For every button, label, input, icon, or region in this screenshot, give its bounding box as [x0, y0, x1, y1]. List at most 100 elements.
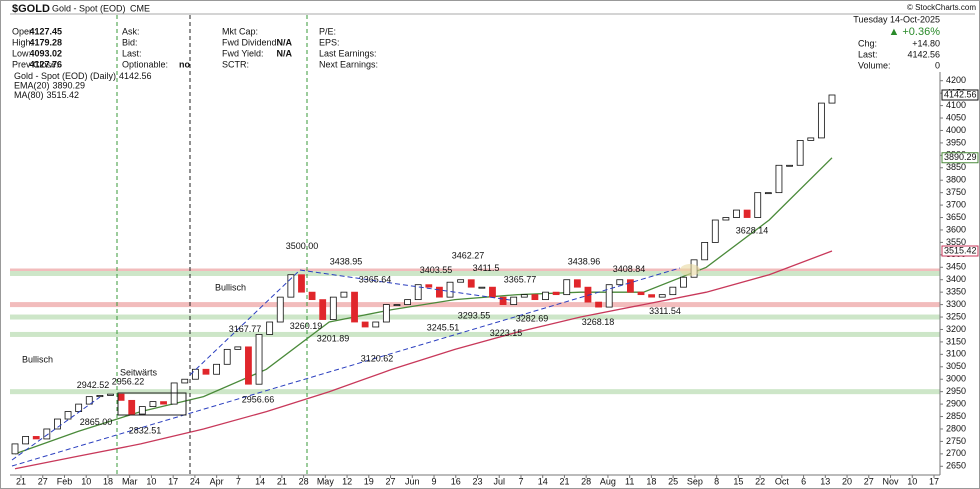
candle-body	[298, 274, 305, 293]
candle-body	[637, 291, 645, 296]
candle-body	[361, 321, 369, 328]
y-tick-label: 4200	[946, 75, 966, 85]
y-tick-label: 3600	[946, 224, 966, 234]
x-tick-label: 13	[820, 476, 830, 486]
y-tick-label: 3250	[946, 311, 966, 321]
candle-body	[457, 279, 465, 283]
price-label: 3438.96	[568, 256, 601, 266]
value-badge	[941, 245, 979, 257]
price-label: 3403.55	[420, 265, 453, 275]
trend-line	[11, 267, 681, 467]
x-tick-label: Sep	[687, 476, 703, 486]
field-value: 0	[935, 60, 940, 70]
field-label: Open:	[12, 26, 37, 36]
price-label: 2832.51	[129, 425, 162, 435]
price-label: 2956.66	[242, 394, 275, 404]
field-label: Bid:	[122, 37, 138, 47]
field-label: Last:	[858, 49, 878, 59]
candle-body	[701, 242, 709, 261]
legend-entry: MA(80) 3515.42	[14, 90, 79, 100]
y-tick-label: 4000	[946, 125, 966, 135]
candle-body	[43, 428, 51, 440]
candle-body	[160, 401, 167, 405]
trend-line	[299, 269, 511, 301]
candle-body	[446, 281, 454, 298]
x-tick-label: Jun	[405, 476, 420, 486]
candle-body	[276, 296, 284, 323]
candle-body	[828, 94, 836, 104]
candle-body	[680, 276, 687, 288]
value-badge-label: 3515.42	[944, 245, 977, 255]
x-tick-label: 10	[907, 476, 917, 486]
legend-entry: Gold - Spot (EOD) (Daily) 4142.56	[14, 71, 152, 81]
x-tick-label: 27	[386, 476, 396, 486]
candle-body	[754, 192, 762, 218]
y-tick-label: 4050	[946, 112, 966, 122]
y-tick-label: 3100	[946, 349, 966, 359]
x-tick-label: 21	[16, 476, 26, 486]
legend-name: Gold - Spot (EOD) (Daily)	[14, 71, 116, 81]
y-tick-label: 2850	[946, 411, 966, 421]
x-tick-label: 15	[733, 476, 743, 486]
candle-body	[627, 279, 634, 293]
candle-body	[11, 443, 19, 455]
price-label: 3500.00	[286, 241, 319, 251]
candle-body	[467, 279, 475, 288]
y-tick-label: 3750	[946, 187, 966, 197]
candle-body	[669, 286, 677, 296]
candle-body	[75, 403, 83, 412]
header: $GOLD Gold - Spot (EOD) CME © StockChart…	[10, 3, 976, 38]
candle-body	[213, 363, 220, 375]
field-label: Prev Close:	[12, 59, 59, 69]
candle-body	[32, 436, 40, 440]
candle-body	[817, 102, 825, 139]
price-label: 3268.18	[582, 317, 615, 327]
field-label: Volume:	[858, 60, 891, 70]
candle-body	[287, 274, 295, 298]
candle-body	[308, 291, 316, 301]
candle-body	[648, 294, 656, 298]
legend-name: MA(80)	[14, 90, 44, 100]
field-label: SCTR:	[222, 59, 249, 69]
candle-body	[510, 296, 518, 305]
y-tick-label: 2650	[946, 461, 966, 471]
plot	[10, 94, 940, 470]
indicator-line	[14, 250, 833, 470]
annotation: Bullisch	[22, 354, 53, 364]
value-badge	[941, 152, 979, 164]
y-tick-label: 3050	[946, 361, 966, 371]
candle-body	[319, 299, 327, 320]
candle-body	[616, 279, 624, 286]
candle-body	[234, 346, 242, 350]
x-tick-label: 6	[801, 476, 806, 486]
price-label: 3260.19	[290, 321, 323, 331]
trend-line	[11, 396, 101, 461]
range-box	[117, 392, 187, 416]
legend-value: 4142.56	[119, 71, 152, 81]
field-label: Low:	[12, 48, 31, 58]
trend-line	[189, 269, 301, 376]
y-tick-label: 3150	[946, 336, 966, 346]
candle-body	[595, 301, 602, 308]
y-tick-label: 3800	[946, 175, 966, 185]
x-tick-label: Jul	[493, 476, 505, 486]
x-tick-label: Nov	[883, 476, 900, 486]
y-tick-label: 4100	[946, 100, 966, 110]
x-tick-label: 18	[646, 476, 656, 486]
y-tick-label: 3850	[946, 162, 966, 172]
field-label: EPS:	[319, 37, 340, 47]
field-value: no	[179, 59, 190, 69]
price-label: 3201.89	[317, 333, 350, 343]
x-tick-label: 7	[518, 476, 523, 486]
x-tick-label: 12	[342, 476, 352, 486]
x-tick-label: 17	[929, 476, 939, 486]
annotation: Bullisch	[215, 282, 246, 292]
candle-body	[351, 291, 358, 323]
candle-body	[170, 382, 178, 405]
field-label: Fwd Dividend:	[222, 37, 279, 47]
y-tick-label: 3400	[946, 274, 966, 284]
legend-name: EMA(20)	[14, 81, 50, 91]
field-label: P/E:	[319, 26, 336, 36]
